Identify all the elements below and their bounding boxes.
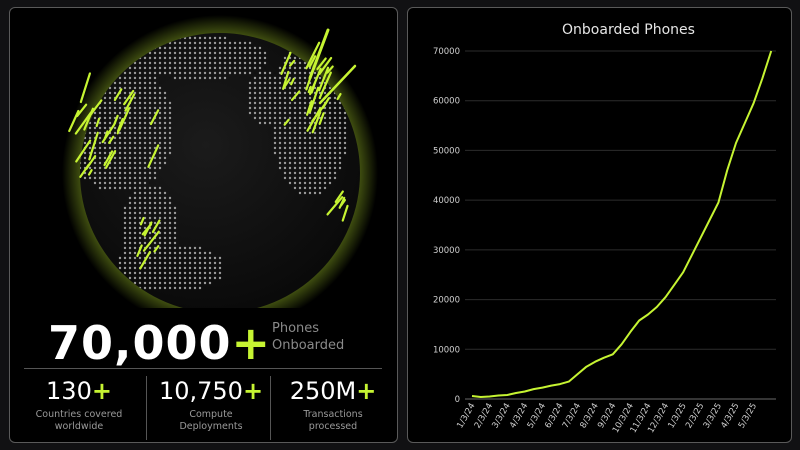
globe-sphere xyxy=(80,33,360,308)
onboarded-phones-chart: Onboarded Phones 0 10000 20000 30000 40000 500… xyxy=(433,22,776,435)
headline-label: Phones Onboarded xyxy=(272,321,345,353)
y-tick-label: 20000 xyxy=(433,296,460,306)
stats-panel: 70,000+ Phones Onboarded 130+ Countries … xyxy=(9,7,398,443)
headline-plus: + xyxy=(231,316,272,370)
globe-activity-spikes xyxy=(68,28,357,270)
stat-compute: 10,750+ Compute Deployments xyxy=(158,377,264,432)
chart-title: Onboarded Phones xyxy=(562,22,695,38)
stats-divider xyxy=(24,368,382,369)
y-tick-label: 50000 xyxy=(433,146,460,156)
y-tick-label: 10000 xyxy=(433,345,460,355)
y-tick-label: 70000 xyxy=(433,47,460,57)
y-tick-label: 40000 xyxy=(433,196,460,206)
globe-illustration xyxy=(62,15,378,308)
series-line-onboarded-phones xyxy=(471,50,773,398)
headline-number: 70,000+ xyxy=(48,316,272,370)
stat-divider xyxy=(146,376,147,440)
y-tick-label: 0 xyxy=(455,395,460,405)
chart-panel: Onboarded Phones 0 10000 20000 30000 40000 500… xyxy=(407,7,792,443)
y-tick-label: 60000 xyxy=(433,97,460,107)
stat-countries: 130+ Countries covered worldwide xyxy=(35,377,123,432)
stat-transactions: 250M+ Transactions processed xyxy=(289,377,377,432)
y-tick-label: 30000 xyxy=(433,246,460,256)
stat-divider xyxy=(270,376,271,440)
